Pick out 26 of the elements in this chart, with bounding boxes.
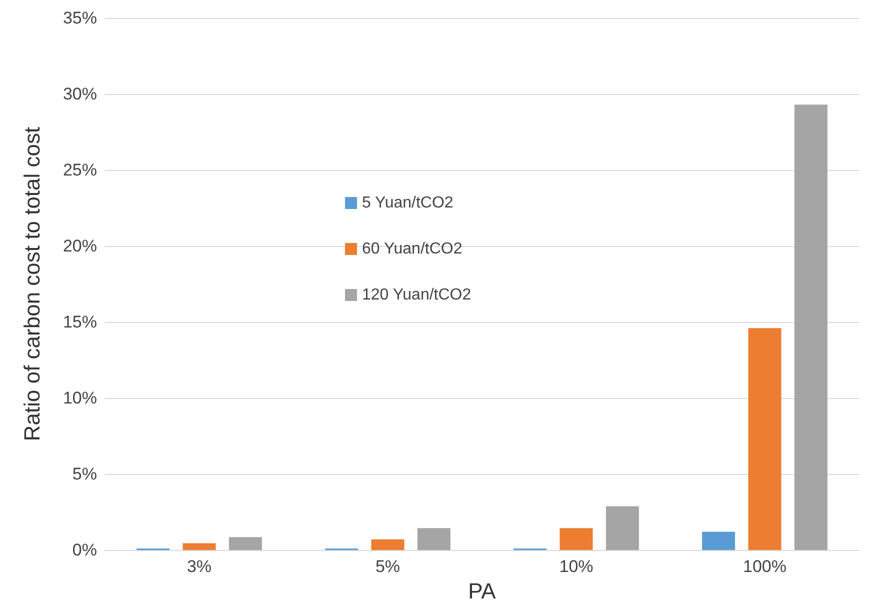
y-axis-title: Ratio of carbon cost to total cost <box>20 126 44 442</box>
legend-label: 120 Yuan/tCO2 <box>362 286 472 304</box>
legend-label: 5 Yuan/tCO2 <box>362 194 454 212</box>
x-tick-label: 3% <box>186 557 212 576</box>
bar <box>417 528 450 550</box>
x-tick-label: 5% <box>375 557 400 576</box>
y-tick-label: 10% <box>62 388 97 408</box>
y-tick-label: 20% <box>62 236 97 256</box>
y-tick-label: 0% <box>72 540 97 560</box>
x-axis-title: PA <box>468 578 496 604</box>
legend-label: 60 Yuan/tCO2 <box>362 240 462 258</box>
bar <box>182 543 216 550</box>
y-tick-label: 25% <box>62 160 97 180</box>
bar <box>371 539 404 550</box>
bar <box>228 537 262 550</box>
x-tick-label: 10% <box>559 557 594 576</box>
y-tick-label: 5% <box>72 464 97 484</box>
bar <box>794 104 828 550</box>
bar <box>702 532 736 550</box>
bar <box>560 528 593 550</box>
y-tick-label: 35% <box>62 8 97 28</box>
x-tick-label: 100% <box>743 557 786 576</box>
bar <box>606 506 639 550</box>
y-tick-label: 30% <box>62 84 97 104</box>
y-tick-label: 15% <box>62 312 97 332</box>
bar <box>748 328 782 550</box>
